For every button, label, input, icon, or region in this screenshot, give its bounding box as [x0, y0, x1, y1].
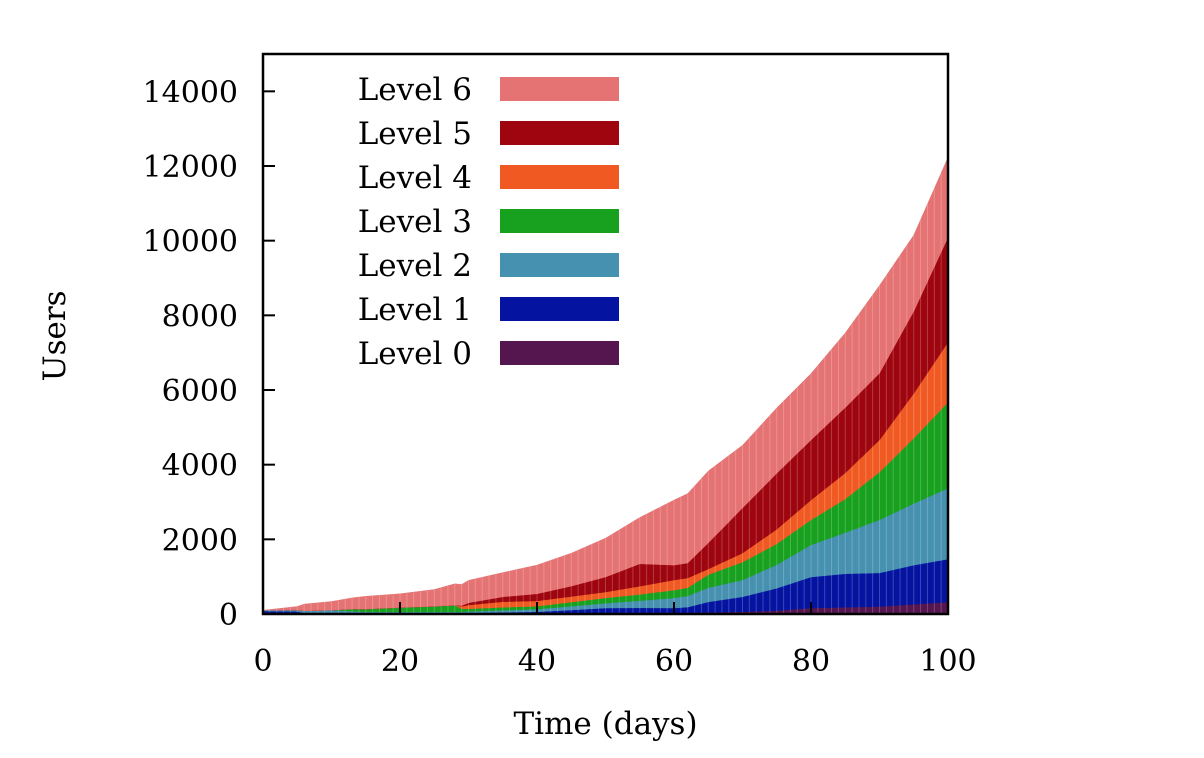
legend-swatch: [500, 121, 619, 145]
legend-swatch: [500, 341, 619, 365]
legend-label: Level 2: [358, 248, 472, 284]
legend-swatch: [500, 209, 619, 233]
legend-label: Level 5: [358, 116, 472, 152]
y-tick-label: 12000: [143, 150, 238, 185]
x-tick-label: 100: [919, 644, 976, 679]
legend-swatch: [500, 253, 619, 277]
y-axis: 0 2000 4000 6000 8000 10000 12000 14000: [143, 75, 275, 633]
y-tick-label: 6000: [162, 374, 238, 409]
y-tick-label: 8000: [162, 299, 238, 334]
legend-item: Level 2: [358, 248, 619, 284]
area-layers: [262, 157, 949, 615]
y-tick-label: 10000: [143, 225, 238, 260]
legend-label: Level 3: [358, 204, 472, 240]
legend-item: Level 0: [358, 336, 619, 372]
legend-item: Level 5: [358, 116, 619, 152]
y-axis-label: Users: [37, 290, 73, 381]
y-tick-label: 4000: [162, 449, 238, 484]
legend-label: Level 4: [358, 160, 472, 196]
x-tick-label: 80: [792, 644, 830, 679]
legend-item: Level 6: [358, 72, 619, 108]
y-tick-label: 0: [219, 598, 238, 633]
legend-label: Level 0: [358, 336, 472, 372]
y-tick-label: 14000: [143, 75, 238, 110]
x-tick-label: 40: [518, 644, 556, 679]
legend: Level 6 Level 5 Level 4 Level 3 Level 2 Level…: [358, 72, 619, 372]
legend-swatch: [500, 297, 619, 321]
x-axis-label: Time (days): [513, 706, 697, 742]
legend-label: Level 6: [358, 72, 472, 108]
y-tick-label: 2000: [162, 523, 238, 558]
legend-item: Level 4: [358, 160, 619, 196]
x-tick-label: 0: [253, 644, 272, 679]
legend-item: Level 1: [358, 292, 619, 328]
legend-item: Level 3: [358, 204, 619, 240]
x-tick-label: 20: [381, 644, 419, 679]
plot-frame: [261, 52, 950, 616]
sample-stripes: [269, 172, 942, 614]
legend-swatch: [500, 165, 619, 189]
x-axis: 0 20 40 60 80 100: [253, 602, 977, 679]
x-tick-label: 60: [655, 644, 693, 679]
legend-label: Level 1: [358, 292, 472, 328]
legend-swatch: [500, 77, 619, 101]
